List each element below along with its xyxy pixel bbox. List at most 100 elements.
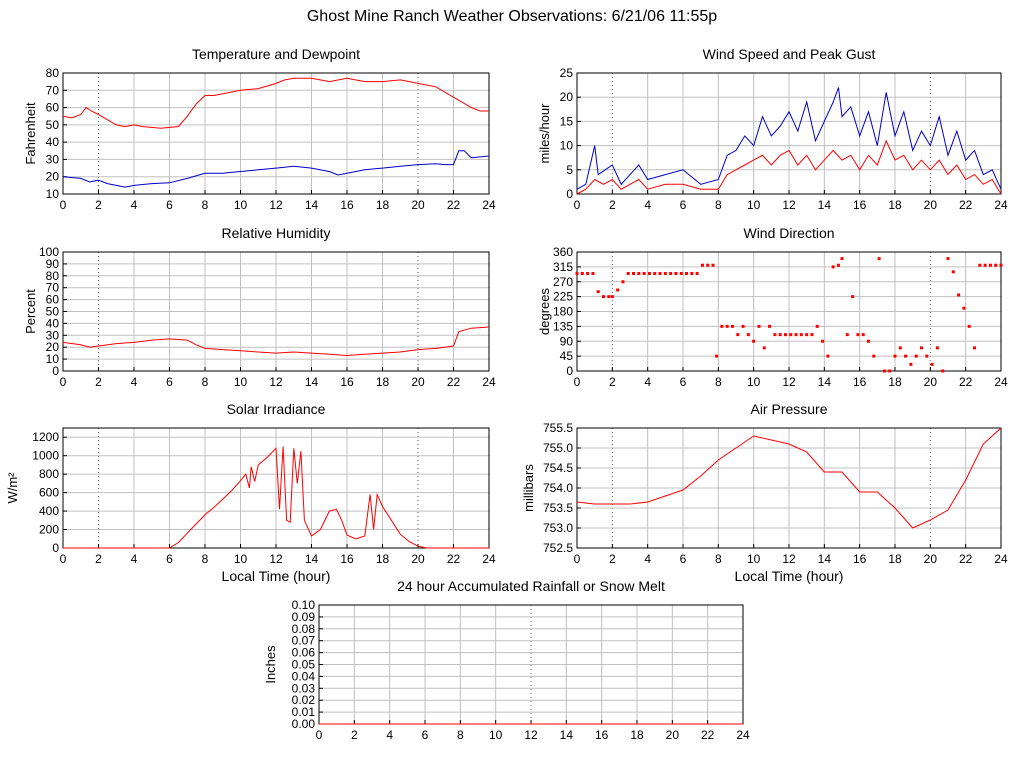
x-tick-label: 20 bbox=[924, 552, 938, 566]
y-tick-label: 30 bbox=[46, 328, 60, 342]
x-tick-label: 12 bbox=[782, 552, 796, 566]
x-tick-label: 0 bbox=[574, 552, 581, 566]
x-tick-label: 20 bbox=[411, 198, 425, 212]
data-point bbox=[826, 354, 830, 358]
x-tick-label: 8 bbox=[715, 552, 722, 566]
x-tick-label: 10 bbox=[234, 198, 248, 212]
x-tick-label: 4 bbox=[644, 198, 651, 212]
x-tick-label: 10 bbox=[234, 552, 248, 566]
x-tick-label: 16 bbox=[340, 375, 354, 389]
x-tick-label: 24 bbox=[994, 375, 1008, 389]
y-tick-label: 70 bbox=[46, 83, 60, 97]
x-tick-label: 18 bbox=[376, 552, 390, 566]
y-tick-label: 0 bbox=[52, 541, 59, 555]
y-tick-label: 315 bbox=[553, 260, 573, 274]
data-point bbox=[872, 354, 876, 358]
data-point bbox=[821, 339, 825, 343]
y-tick-label: 360 bbox=[553, 245, 573, 259]
x-tick-label: 16 bbox=[853, 198, 867, 212]
y-tick-label: 20 bbox=[46, 340, 60, 354]
y-tick-label: 0.04 bbox=[292, 669, 316, 683]
x-tick-label: 24 bbox=[994, 552, 1008, 566]
x-tick-label: 16 bbox=[340, 552, 354, 566]
x-tick-label: 10 bbox=[489, 728, 503, 742]
y-tick-label: 1000 bbox=[32, 449, 59, 463]
data-point bbox=[602, 295, 605, 299]
data-point bbox=[893, 354, 897, 358]
data-point bbox=[626, 271, 630, 275]
y-axis-label: Percent bbox=[23, 289, 38, 334]
y-tick-label: 45 bbox=[560, 349, 574, 363]
data-point bbox=[888, 369, 892, 373]
data-point bbox=[898, 346, 902, 350]
x-tick-label: 20 bbox=[411, 552, 425, 566]
data-point bbox=[690, 271, 694, 275]
data-point bbox=[706, 263, 710, 267]
x-tick-label: 10 bbox=[747, 552, 761, 566]
chart-title: Solar Irradiance bbox=[227, 401, 326, 417]
y-tick-label: 752.5 bbox=[543, 541, 573, 555]
y-tick-label: 10 bbox=[46, 352, 60, 366]
y-tick-label: 755.5 bbox=[543, 421, 573, 435]
x-tick-label: 10 bbox=[747, 375, 761, 389]
page-title: Ghost Mine Ranch Weather Observations: 6… bbox=[306, 8, 718, 25]
x-tick-label: 8 bbox=[202, 198, 209, 212]
data-point bbox=[663, 271, 667, 275]
y-tick-label: 20 bbox=[46, 170, 60, 184]
data-point bbox=[741, 324, 745, 328]
x-tick-label: 22 bbox=[959, 552, 973, 566]
y-tick-label: 754.5 bbox=[543, 461, 573, 475]
x-tick-label: 18 bbox=[888, 375, 902, 389]
data-point bbox=[962, 306, 966, 310]
data-point bbox=[988, 263, 992, 267]
y-tick-label: 40 bbox=[46, 135, 60, 149]
data-point bbox=[725, 324, 729, 328]
data-point bbox=[810, 333, 814, 337]
x-tick-label: 20 bbox=[666, 728, 680, 742]
data-point bbox=[746, 333, 750, 337]
x-tick-label: 20 bbox=[411, 375, 425, 389]
y-tick-label: 0 bbox=[52, 364, 59, 378]
y-axis-label: W/m² bbox=[5, 472, 20, 504]
x-tick-label: 2 bbox=[609, 552, 616, 566]
y-tick-label: 80 bbox=[46, 66, 60, 80]
y-tick-label: 180 bbox=[553, 305, 573, 319]
x-tick-label: 4 bbox=[131, 375, 138, 389]
x-tick-label: 24 bbox=[482, 552, 496, 566]
x-tick-label: 2 bbox=[351, 728, 358, 742]
y-axis-label: miles/hour bbox=[537, 103, 552, 164]
x-tick-label: 14 bbox=[305, 375, 319, 389]
x-tick-label: 18 bbox=[376, 198, 390, 212]
x-tick-label: 20 bbox=[924, 198, 938, 212]
data-point bbox=[711, 263, 715, 267]
data-point bbox=[861, 333, 865, 337]
series-line-0 bbox=[576, 87, 1002, 190]
data-point bbox=[983, 263, 987, 267]
data-point bbox=[580, 271, 584, 275]
x-tick-label: 24 bbox=[736, 728, 750, 742]
y-axis-label: millibars bbox=[521, 464, 536, 512]
data-point bbox=[647, 271, 651, 275]
chart-title: 24 hour Accumulated Rainfall or Snow Mel… bbox=[397, 578, 665, 594]
y-tick-label: 0.06 bbox=[292, 646, 316, 660]
y-tick-label: 50 bbox=[46, 118, 60, 132]
data-point bbox=[799, 333, 803, 337]
x-tick-label: 12 bbox=[524, 728, 538, 742]
x-tick-label: 18 bbox=[888, 198, 902, 212]
x-tick-label: 4 bbox=[386, 728, 393, 742]
x-tick-label: 16 bbox=[853, 375, 867, 389]
data-point bbox=[679, 271, 683, 275]
data-point bbox=[752, 339, 756, 343]
data-point bbox=[637, 271, 641, 275]
data-point bbox=[909, 362, 913, 366]
data-point bbox=[957, 293, 961, 297]
data-point bbox=[653, 271, 657, 275]
data-point bbox=[882, 369, 886, 373]
x-tick-label: 2 bbox=[95, 375, 102, 389]
x-tick-label: 10 bbox=[747, 198, 761, 212]
data-point bbox=[575, 271, 579, 275]
data-point bbox=[946, 257, 950, 261]
y-tick-label: 0 bbox=[566, 364, 573, 378]
